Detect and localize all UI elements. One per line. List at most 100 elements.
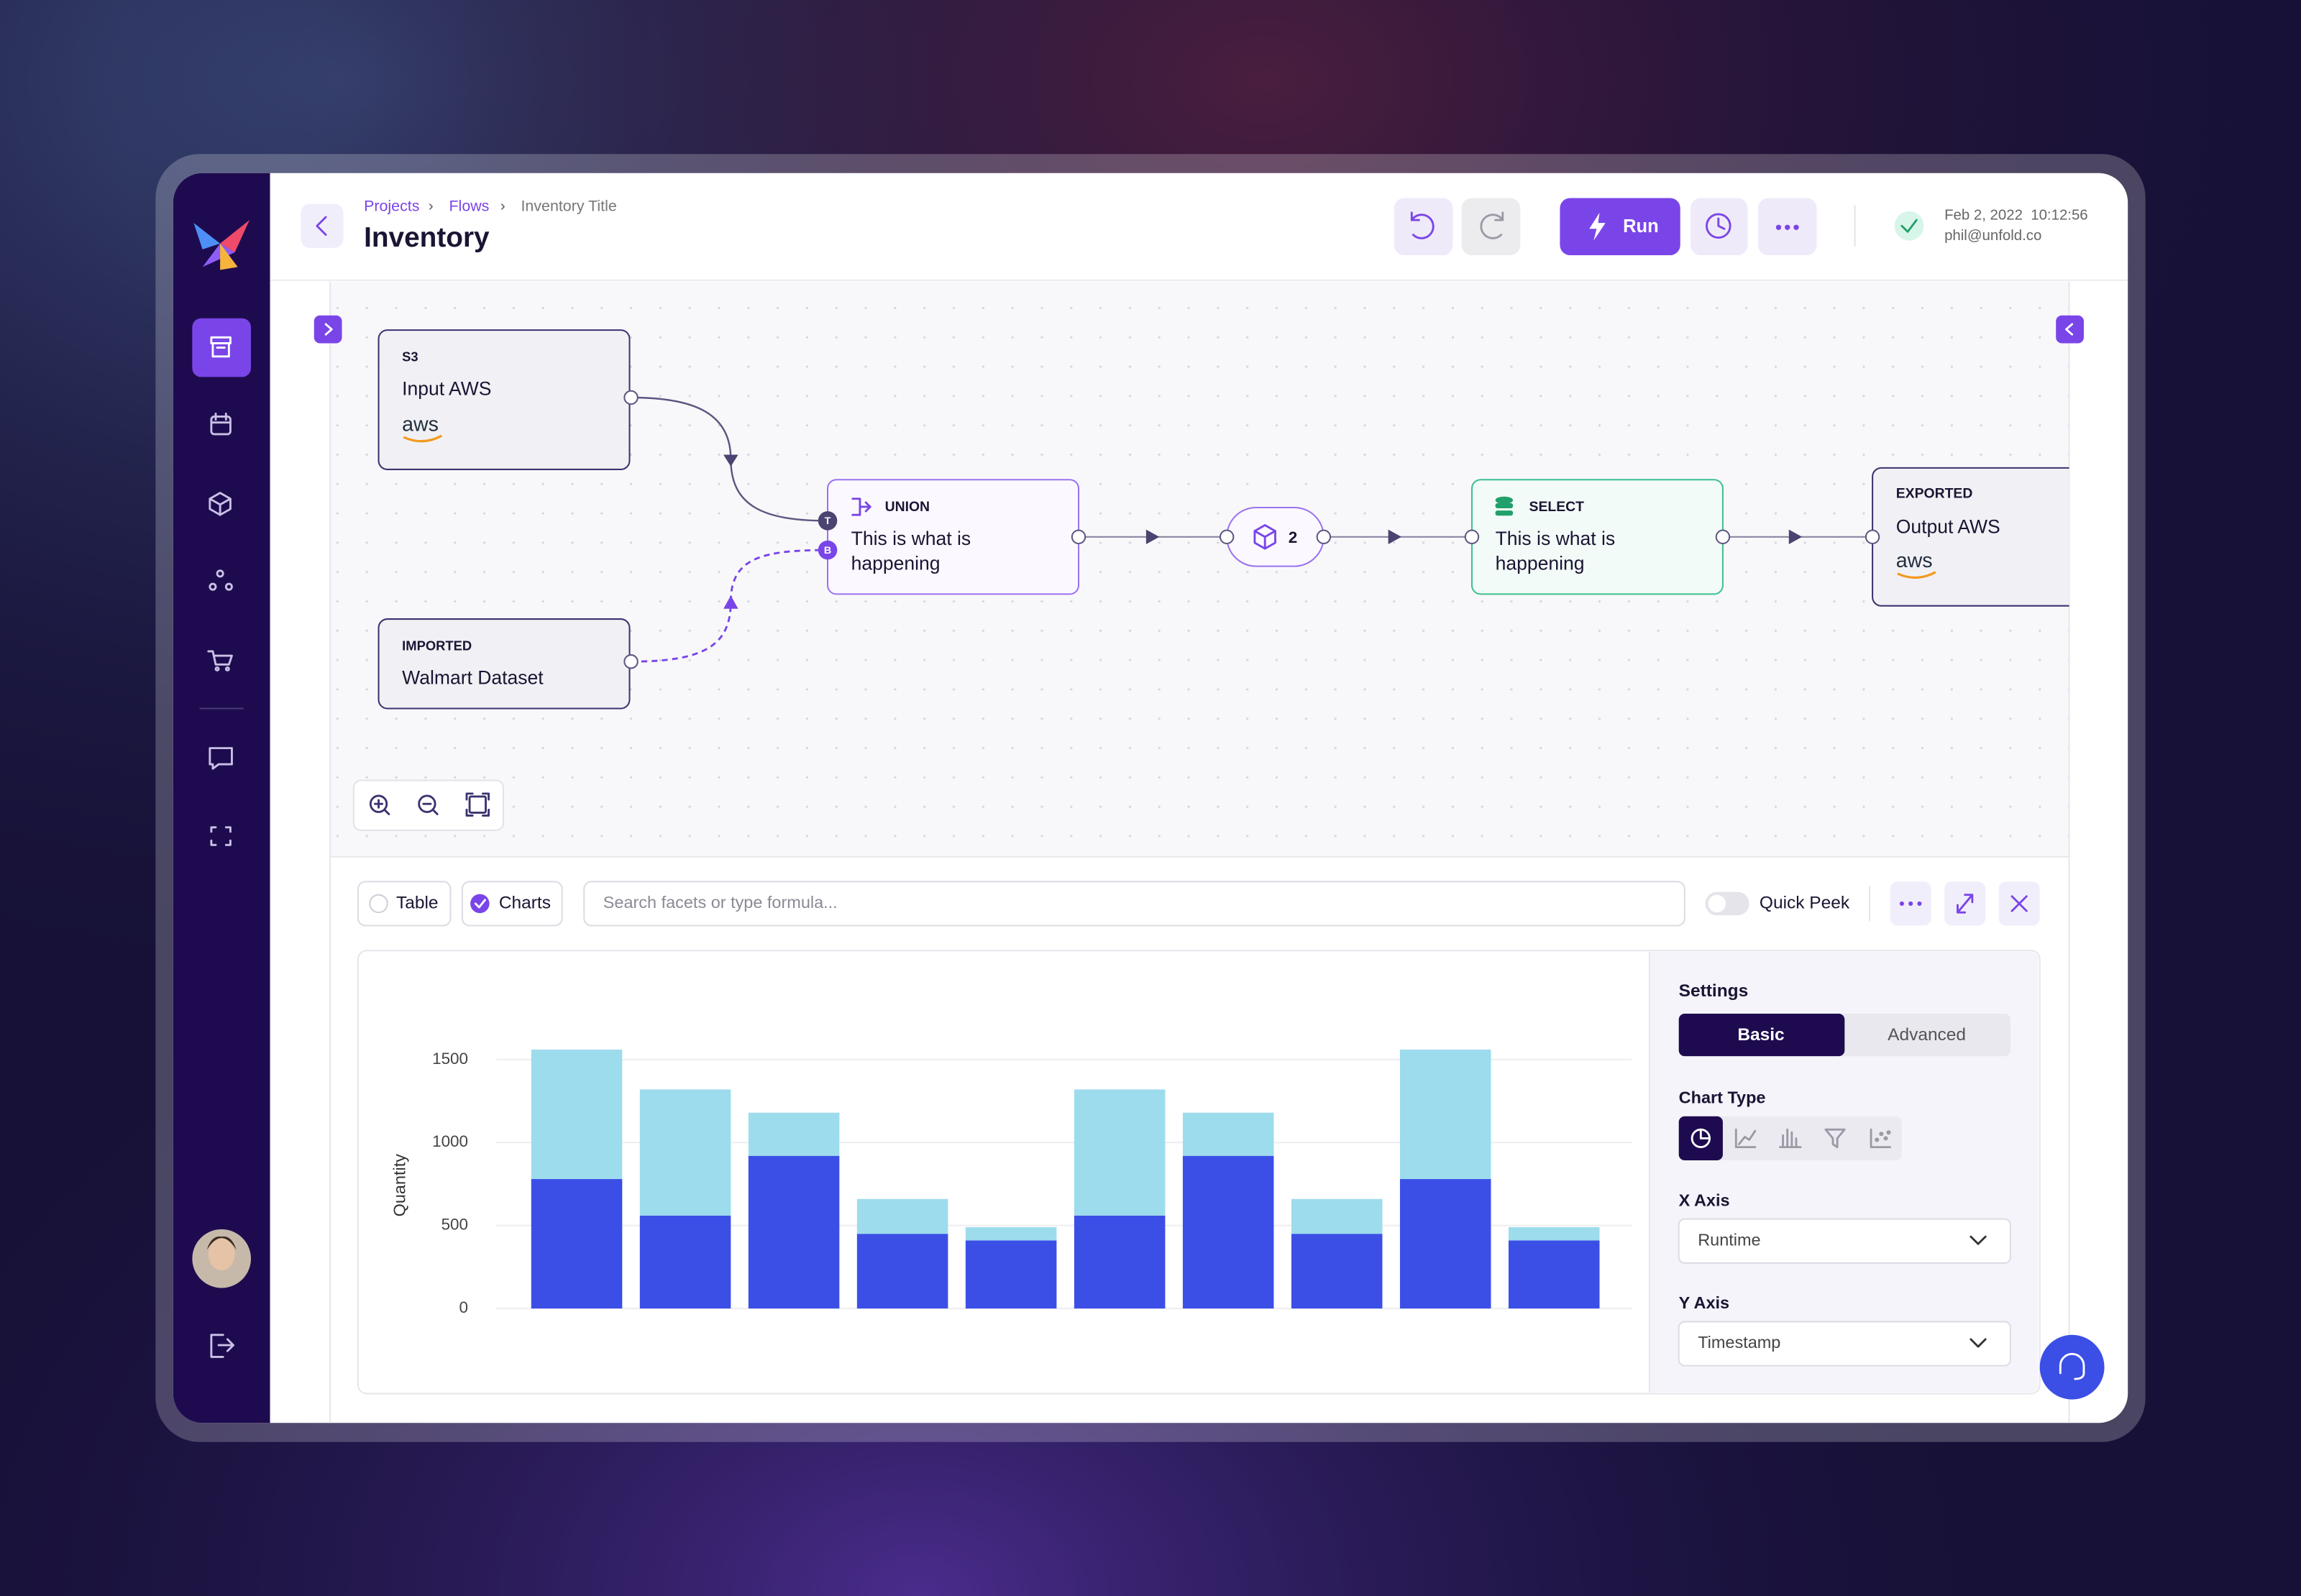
port-label: B [824,545,831,556]
zoom-controls [352,779,505,831]
tab-label[interactable]: Advanced [1888,1025,1966,1045]
expand-icon [2065,323,2074,336]
back-button[interactable] [301,203,344,248]
node-label: This is what is [1496,528,1616,549]
edge-arrow [723,595,738,609]
chevron [1970,1235,1987,1245]
run-button[interactable] [1560,198,1680,256]
settings-title: Settings [1679,981,1749,1001]
help-icon [2059,1352,2085,1380]
port[interactable] [1865,529,1880,545]
breadcrumb-link[interactable]: Projects [364,197,419,214]
node-imported[interactable] [378,618,631,710]
bar-segment [1074,1215,1166,1309]
edge-arrow [1388,529,1401,545]
select-icon [1495,496,1514,516]
close-icon [2010,895,2028,912]
expand-icon [1957,894,1974,914]
edge-arrow [723,454,738,467]
node-label: Output AWS [1896,516,2000,538]
y-axis-select[interactable] [1678,1321,2011,1367]
redo-button[interactable] [1461,198,1521,256]
chevron [1970,1338,1987,1348]
y-axis-label: Quantity [390,1154,408,1217]
nav-icons[interactable] [207,412,234,1358]
node-tag: SELECT [1529,499,1585,515]
bar-segment [1399,1179,1491,1309]
port-label: T [825,515,831,527]
bar-segment [1291,1198,1383,1234]
help-button[interactable] [2039,1334,2105,1400]
port[interactable] [1071,529,1087,545]
zoom-icons[interactable] [369,792,490,817]
port[interactable] [1316,529,1332,545]
chart-type-group [1678,1116,1902,1160]
port-top[interactable] [818,511,838,531]
bar-segment [856,1234,948,1309]
run-icon [1589,212,1606,241]
x-axis-select[interactable] [1678,1218,2011,1264]
radio-check [474,899,486,909]
radio [369,894,388,914]
tab-label: Basic [1737,1025,1784,1045]
bar-segment [748,1155,840,1309]
bar-segment [748,1112,840,1156]
expand-right[interactable] [2056,315,2084,344]
undo-icon [1410,211,1435,239]
pie-icon [1691,1128,1711,1149]
edge-arrow [1788,529,1803,545]
node-label: happening [1496,553,1585,574]
port[interactable] [623,654,639,669]
archive-icon [210,336,232,358]
y-tick-label: 1500 [432,1050,468,1068]
bar-segment [965,1240,1057,1309]
port[interactable] [623,390,639,405]
bar-segment [856,1198,948,1234]
charts-toggle[interactable] [461,881,563,927]
breadcrumb-link[interactable]: Flows [449,197,489,214]
node-tag: S3 [402,349,418,364]
node-tag: EXPORTED [1896,486,1973,502]
sidebar [173,173,270,1423]
bar-segment [639,1215,731,1309]
cube-icon [1253,524,1276,550]
port-bottom[interactable] [818,540,838,560]
bar-segment [1399,1049,1491,1180]
search-placeholder: Search facets or type formula... [603,893,838,912]
run-label: Run [1623,216,1659,237]
x-axis-setting-label: X Axis [1679,1191,1730,1209]
port[interactable] [1219,529,1235,545]
back-icon [316,216,327,236]
x-axis-select-value: Runtime [1698,1230,1760,1249]
expand-icon [324,323,333,336]
y-axis-select-value: Timestamp [1698,1333,1780,1352]
redo-icon [1480,211,1504,239]
breadcrumb-current: Inventory Title [521,197,616,214]
more-icon [1775,224,1799,230]
node-label: happening [851,553,941,574]
avatar-face [208,1238,235,1271]
bar-segment [1182,1155,1274,1309]
node-tag: UNION [885,499,930,515]
status-user: phil@unfold.co [1944,228,2041,244]
settings-panel [1649,952,2039,1393]
expand-left[interactable] [314,315,342,344]
port[interactable] [1715,529,1731,545]
search-input[interactable] [583,881,1685,927]
bar-segment [1074,1089,1166,1216]
bar-segment [531,1179,623,1309]
chart-type-icons[interactable] [1734,1128,1891,1149]
more-icon [1899,901,1922,906]
bar-segment [1508,1226,1600,1241]
tab-basic[interactable] [1678,1013,1845,1057]
node-label: Walmart Dataset [402,667,544,689]
bar-segment [531,1049,623,1180]
table-toggle[interactable] [357,881,452,927]
port[interactable] [1464,529,1480,545]
node-label: Input AWS [402,378,491,400]
y-tick-label: 0 [459,1298,468,1316]
undo-button[interactable] [1394,198,1453,256]
